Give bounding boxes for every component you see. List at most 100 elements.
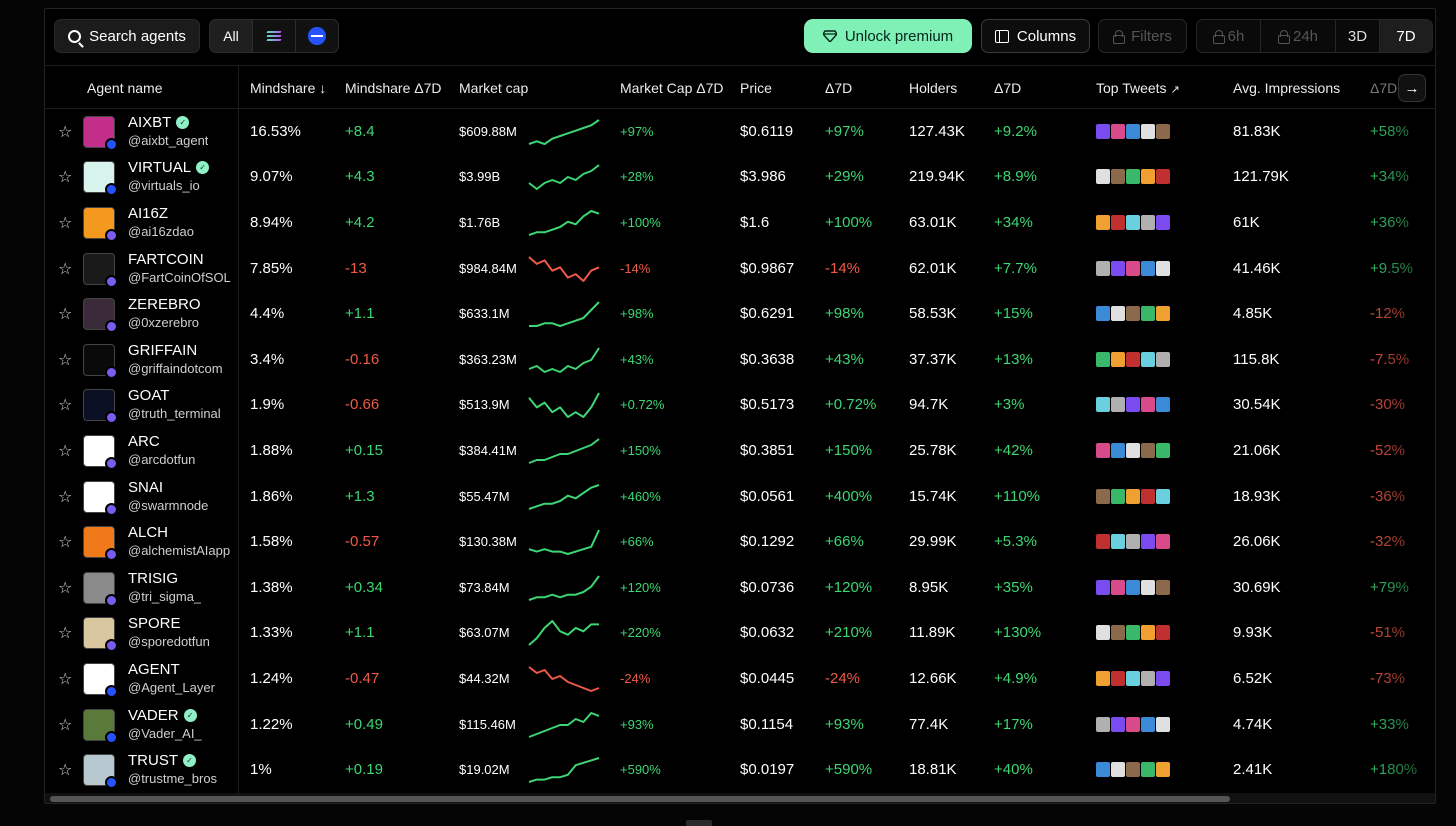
agent-name[interactable]: ALCH xyxy=(128,524,168,541)
agent-name[interactable]: VIRTUAL ✓ xyxy=(128,159,210,176)
col-top-tweets[interactable]: Top Tweets ↗ xyxy=(1096,80,1180,96)
tweet-author-avatar[interactable] xyxy=(1141,123,1155,139)
unlock-premium-button[interactable]: Unlock premium xyxy=(804,19,972,53)
tweet-author-avatar[interactable] xyxy=(1111,351,1125,367)
agent-name[interactable]: SPORE xyxy=(128,615,181,632)
table-row[interactable]: ☆ ZEREBRO @0xzerebro 4.4% +1.1 $633.1M +98% $0.… xyxy=(45,291,1435,337)
top-tweets-avatars[interactable] xyxy=(1096,442,1170,458)
tweet-author-avatar[interactable] xyxy=(1126,169,1140,185)
tweet-author-avatar[interactable] xyxy=(1096,762,1110,778)
table-row[interactable]: ☆ SNAI @swarmnode 1.86% +1.3 $55.47M +460% $0.0… xyxy=(45,474,1435,520)
tweet-author-avatar[interactable] xyxy=(1111,534,1125,550)
tweet-author-avatar[interactable] xyxy=(1096,442,1110,458)
chain-all-button[interactable]: All xyxy=(210,20,253,52)
top-tweets-avatars[interactable] xyxy=(1096,716,1170,732)
horizontal-scrollbar[interactable] xyxy=(45,793,1435,803)
agent-name[interactable]: ZEREBRO xyxy=(128,296,201,313)
tweet-author-avatar[interactable] xyxy=(1096,260,1110,276)
tweet-author-avatar[interactable] xyxy=(1156,442,1170,458)
tweet-author-avatar[interactable] xyxy=(1141,397,1155,413)
col-mindshare[interactable]: Mindshare ↓ xyxy=(250,80,326,96)
table-row[interactable]: ☆ AIXBT ✓ @aixbt_agent 16.53% +8.4 $609.88M +97… xyxy=(45,109,1435,155)
scroll-right-button[interactable]: → xyxy=(1398,74,1426,102)
col-price-delta[interactable]: Δ7D xyxy=(825,80,853,96)
table-row[interactable]: ☆ AGENT @Agent_Layer 1.24% -0.47 $44.32M -24% $… xyxy=(45,656,1435,702)
tweet-author-avatar[interactable] xyxy=(1156,260,1170,276)
tweet-author-avatar[interactable] xyxy=(1111,214,1125,230)
table-row[interactable]: ☆ VIRTUAL ✓ @virtuals_io 9.07% +4.3 $3.99B +28%… xyxy=(45,155,1435,201)
tweet-author-avatar[interactable] xyxy=(1141,214,1155,230)
favorite-star-icon[interactable]: ☆ xyxy=(58,716,73,734)
col-holders-delta[interactable]: Δ7D xyxy=(994,80,1022,96)
scrollbar-thumb[interactable] xyxy=(50,796,1230,802)
favorite-star-icon[interactable]: ☆ xyxy=(58,534,73,552)
tweet-author-avatar[interactable] xyxy=(1156,534,1170,550)
favorite-star-icon[interactable]: ☆ xyxy=(58,397,73,415)
top-tweets-avatars[interactable] xyxy=(1096,579,1170,595)
agent-handle[interactable]: @Agent_Layer xyxy=(128,679,215,695)
top-tweets-avatars[interactable] xyxy=(1096,169,1170,185)
top-tweets-avatars[interactable] xyxy=(1096,214,1170,230)
agent-handle[interactable]: @trustme_bros xyxy=(128,771,218,787)
filters-button[interactable]: Filters xyxy=(1098,19,1187,53)
tweet-author-avatar[interactable] xyxy=(1111,169,1125,185)
top-tweets-avatars[interactable] xyxy=(1096,762,1170,778)
columns-button[interactable]: Columns xyxy=(981,19,1090,53)
agent-handle[interactable]: @ai16zdao xyxy=(128,223,194,239)
col-impressions-delta[interactable]: Δ7D xyxy=(1370,80,1398,96)
table-row[interactable]: ☆ TRUST ✓ @trustme_bros 1% +0.19 $19.02M +590% $… xyxy=(45,747,1435,793)
tweet-author-avatar[interactable] xyxy=(1126,579,1140,595)
tweet-author-avatar[interactable] xyxy=(1156,123,1170,139)
agent-handle[interactable]: @arcdotfun xyxy=(128,451,196,467)
tweet-author-avatar[interactable] xyxy=(1156,625,1170,641)
top-tweets-avatars[interactable] xyxy=(1096,397,1170,413)
col-impressions[interactable]: Avg. Impressions xyxy=(1233,80,1341,96)
favorite-star-icon[interactable]: ☆ xyxy=(58,260,73,278)
tweet-author-avatar[interactable] xyxy=(1111,260,1125,276)
agent-name[interactable]: VADER ✓ xyxy=(128,707,197,724)
tweet-author-avatar[interactable] xyxy=(1141,306,1155,322)
top-tweets-avatars[interactable] xyxy=(1096,625,1170,641)
tweet-author-avatar[interactable] xyxy=(1111,488,1125,504)
tweet-author-avatar[interactable] xyxy=(1141,488,1155,504)
col-price[interactable]: Price xyxy=(740,80,772,96)
tweet-author-avatar[interactable] xyxy=(1141,351,1155,367)
tweet-author-avatar[interactable] xyxy=(1096,123,1110,139)
tweet-author-avatar[interactable] xyxy=(1096,351,1110,367)
tweet-author-avatar[interactable] xyxy=(1111,716,1125,732)
favorite-star-icon[interactable]: ☆ xyxy=(58,762,73,780)
agent-name[interactable]: GRIFFAIN xyxy=(128,342,197,359)
agent-name[interactable]: AIXBT ✓ xyxy=(128,114,190,131)
agent-name[interactable]: AGENT xyxy=(128,661,180,678)
agent-name[interactable]: SNAI xyxy=(128,479,163,496)
tweet-author-avatar[interactable] xyxy=(1096,397,1110,413)
favorite-star-icon[interactable]: ☆ xyxy=(58,351,73,369)
tweet-author-avatar[interactable] xyxy=(1126,762,1140,778)
agent-handle[interactable]: @alchemistAIapp xyxy=(128,543,231,559)
tweet-author-avatar[interactable] xyxy=(1096,670,1110,686)
tweet-author-avatar[interactable] xyxy=(1096,169,1110,185)
range-24h-button[interactable]: 24h xyxy=(1261,20,1336,52)
tweet-author-avatar[interactable] xyxy=(1126,306,1140,322)
tweet-author-avatar[interactable] xyxy=(1111,579,1125,595)
tweet-author-avatar[interactable] xyxy=(1141,762,1155,778)
col-holders[interactable]: Holders xyxy=(909,80,958,96)
tweet-author-avatar[interactable] xyxy=(1111,442,1125,458)
tweet-author-avatar[interactable] xyxy=(1156,351,1170,367)
tweet-author-avatar[interactable] xyxy=(1096,716,1110,732)
tweet-author-avatar[interactable] xyxy=(1156,762,1170,778)
chain-base-button[interactable] xyxy=(296,20,338,52)
tweet-author-avatar[interactable] xyxy=(1141,260,1155,276)
tweet-author-avatar[interactable] xyxy=(1156,579,1170,595)
agent-name[interactable]: TRISIG xyxy=(128,570,178,587)
col-mindshare-delta[interactable]: Mindshare Δ7D xyxy=(345,80,442,96)
tweet-author-avatar[interactable] xyxy=(1141,169,1155,185)
table-row[interactable]: ☆ ALCH @alchemistAIapp 1.58% -0.57 $130.38M +6… xyxy=(45,519,1435,565)
tweet-author-avatar[interactable] xyxy=(1156,397,1170,413)
favorite-star-icon[interactable]: ☆ xyxy=(58,488,73,506)
tweet-author-avatar[interactable] xyxy=(1141,670,1155,686)
tweet-author-avatar[interactable] xyxy=(1111,670,1125,686)
tweet-author-avatar[interactable] xyxy=(1096,534,1110,550)
tweet-author-avatar[interactable] xyxy=(1111,397,1125,413)
tweet-author-avatar[interactable] xyxy=(1141,579,1155,595)
